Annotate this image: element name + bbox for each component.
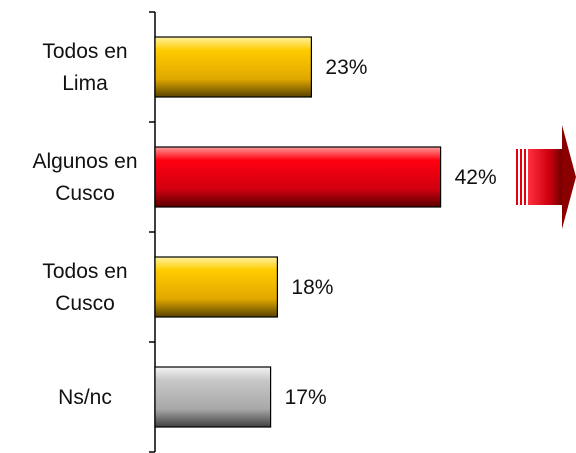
arrow-stripe xyxy=(524,149,526,205)
bar-ns-nc xyxy=(154,366,272,428)
value-label: 23% xyxy=(325,56,367,79)
category-label: Todos en Lima xyxy=(42,40,127,95)
labels: 23% Todos en Lima 42% Algunos en Cusco 18% Todo… xyxy=(32,40,496,409)
value-label: 42% xyxy=(455,166,497,189)
bar-algunos-en-cusco xyxy=(154,146,442,208)
bars xyxy=(154,36,442,428)
category-label: Algunos en Cusco xyxy=(32,150,137,205)
arrow-stripe xyxy=(516,149,518,205)
arrow-stripe xyxy=(520,149,522,205)
highlight-arrow xyxy=(516,125,576,229)
bar-todos-en-lima xyxy=(154,36,312,98)
category-label: Todos en Cusco xyxy=(42,260,127,315)
arrow-head xyxy=(562,125,576,229)
arrow-body xyxy=(528,149,562,205)
axis-ticks xyxy=(149,11,155,453)
value-label: 17% xyxy=(285,386,327,409)
value-label: 18% xyxy=(291,276,333,299)
bar-todos-en-cusco xyxy=(154,256,279,318)
category-label: Ns/nc xyxy=(58,386,112,409)
